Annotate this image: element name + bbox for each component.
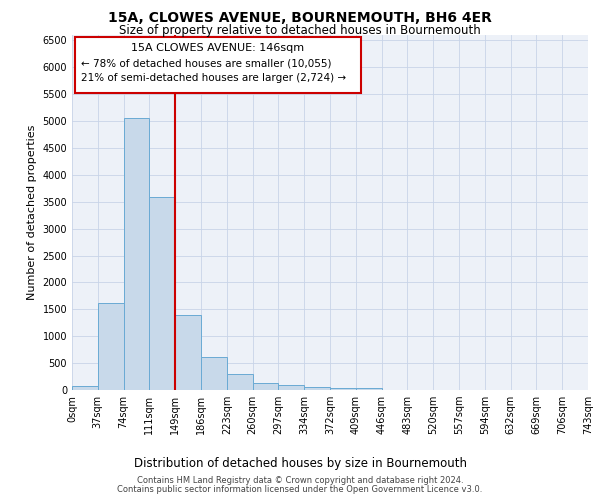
FancyBboxPatch shape <box>74 38 361 92</box>
Text: ← 78% of detached houses are smaller (10,055): ← 78% of detached houses are smaller (10… <box>81 58 331 68</box>
Text: Distribution of detached houses by size in Bournemouth: Distribution of detached houses by size … <box>133 458 467 470</box>
Text: Contains public sector information licensed under the Open Government Licence v3: Contains public sector information licen… <box>118 485 482 494</box>
Bar <box>175 314 201 390</box>
Bar <box>356 388 382 390</box>
Bar <box>149 198 175 390</box>
Bar <box>72 386 98 390</box>
Bar <box>278 385 304 390</box>
Bar <box>227 374 253 390</box>
Bar <box>201 356 227 390</box>
Bar <box>304 388 330 390</box>
Text: Contains HM Land Registry data © Crown copyright and database right 2024.: Contains HM Land Registry data © Crown c… <box>137 476 463 485</box>
Bar <box>330 388 356 390</box>
Text: 21% of semi-detached houses are larger (2,724) →: 21% of semi-detached houses are larger (… <box>81 73 346 83</box>
Y-axis label: Number of detached properties: Number of detached properties <box>27 125 37 300</box>
Bar <box>124 118 149 390</box>
Bar <box>253 383 278 390</box>
Bar <box>98 303 124 390</box>
Text: Size of property relative to detached houses in Bournemouth: Size of property relative to detached ho… <box>119 24 481 37</box>
Text: 15A CLOWES AVENUE: 146sqm: 15A CLOWES AVENUE: 146sqm <box>131 43 304 53</box>
Text: 15A, CLOWES AVENUE, BOURNEMOUTH, BH6 4ER: 15A, CLOWES AVENUE, BOURNEMOUTH, BH6 4ER <box>108 12 492 26</box>
